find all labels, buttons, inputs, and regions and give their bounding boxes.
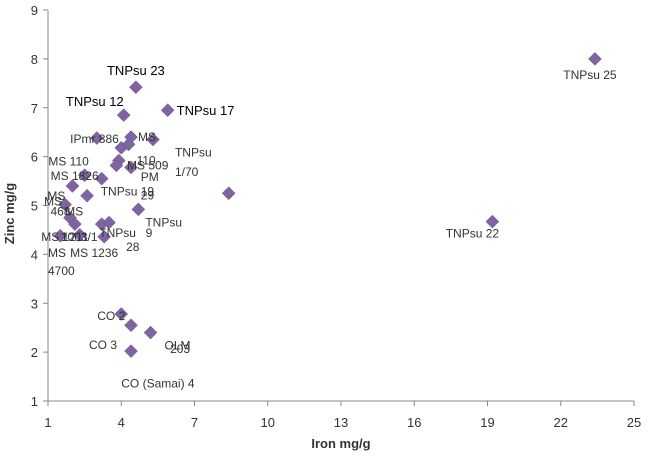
- point-label: OLM: [165, 339, 191, 353]
- x-axis-ticks: 1 4 7 10 13 16 19 22 25: [44, 401, 641, 430]
- point-label: MS 1826: [51, 169, 99, 183]
- y-tick-label: 7: [31, 101, 38, 116]
- data-point: [131, 202, 146, 217]
- data-point: [109, 158, 124, 173]
- data-point: [146, 132, 160, 147]
- y-tick-label: 5: [31, 199, 38, 214]
- data-point: [588, 52, 602, 66]
- data-point: [97, 229, 112, 244]
- y-tick-label: 2: [31, 345, 38, 360]
- point-label: TNPsu: [145, 215, 182, 229]
- x-axis-title: Iron mg/g: [311, 436, 370, 451]
- extra-label: MS: [65, 204, 83, 218]
- extra-label: 4700: [48, 264, 75, 278]
- point-labels: TNPsu 25 TNPsu 23 TNPsu 12 TNPsu 17 IPmr 886…: [41, 63, 617, 352]
- x-tick-label: 10: [261, 415, 275, 430]
- point-label: MS: [138, 130, 156, 144]
- data-point: [94, 171, 109, 186]
- data-point: [77, 168, 92, 183]
- point-label: CO 2: [97, 309, 125, 323]
- extra-label: TNPsu: [99, 226, 136, 240]
- point-label: TNPsu 22: [446, 227, 500, 241]
- data-point: [80, 188, 94, 203]
- extra-label: 203: [170, 342, 190, 356]
- extra-label: 468: [50, 204, 70, 218]
- x-tick-label: 22: [554, 415, 568, 430]
- y-axis-ticks: 1 2 3 4 5 6 7 8 9: [31, 3, 48, 409]
- extra-label: CO (Samai) 4: [121, 376, 195, 390]
- data-point: [124, 344, 138, 359]
- y-tick-label: 1: [31, 394, 38, 409]
- point-label: IPmr 886: [70, 132, 119, 146]
- extra-label: PM: [141, 170, 159, 184]
- x-tick-label: 13: [334, 415, 348, 430]
- data-point: [58, 197, 72, 212]
- y-tick-label: 3: [31, 296, 38, 311]
- data-point: [160, 103, 175, 118]
- data-point: [116, 108, 131, 122]
- data-point: [121, 137, 136, 152]
- point-label: MS 1236: [70, 246, 118, 260]
- point-label: 110: [137, 153, 156, 167]
- x-tick-label: 16: [407, 415, 421, 430]
- data-point: [124, 318, 138, 333]
- data-point: [53, 228, 68, 243]
- y-tick-label: 9: [31, 3, 38, 18]
- extra-label: 1/70: [175, 165, 199, 179]
- point-label: MS 509: [127, 158, 169, 172]
- extra-label: 28: [126, 240, 140, 254]
- extra-label: TNPsu: [175, 146, 212, 160]
- point-label: TNPsu 23: [107, 63, 165, 78]
- data-point: [102, 215, 116, 230]
- data-point: [114, 307, 129, 321]
- data-point: [221, 186, 236, 201]
- point-label: MS 110: [48, 155, 89, 169]
- y-axis-title: Zinc mg/g: [2, 183, 17, 244]
- data-points: [53, 52, 602, 359]
- x-tick-label: 7: [191, 415, 198, 430]
- x-tick-label: 1: [44, 415, 51, 430]
- y-tick-label: 4: [31, 247, 38, 262]
- data-point: [68, 217, 82, 231]
- x-tick-label: 25: [627, 415, 641, 430]
- data-point: [124, 160, 138, 175]
- point-label: CO 3: [89, 338, 117, 352]
- point-label: TNPsu 25: [563, 68, 617, 82]
- point-label: TNPsu 19: [101, 185, 155, 199]
- extra-label: 29: [141, 189, 155, 203]
- point-label: MS: [47, 189, 65, 203]
- data-point: [89, 131, 104, 145]
- data-point: [143, 325, 158, 340]
- point-label: TNPsu 17: [177, 103, 235, 118]
- extra-label: 9: [146, 226, 153, 240]
- point-label: MS: [44, 195, 62, 209]
- y-tick-label: 6: [31, 150, 38, 165]
- extra-label: MS: [48, 246, 66, 260]
- data-point: [65, 179, 80, 193]
- point-label: TNPsu 12: [66, 94, 124, 109]
- x-tick-label: 19: [480, 415, 494, 430]
- y-tick-label: 8: [31, 52, 38, 67]
- data-point: [485, 214, 500, 229]
- point-label: 1003/1: [61, 230, 98, 244]
- point-label: MS 1211: [41, 230, 88, 244]
- x-tick-label: 4: [118, 415, 125, 430]
- data-point: [72, 227, 87, 242]
- data-point: [129, 80, 143, 95]
